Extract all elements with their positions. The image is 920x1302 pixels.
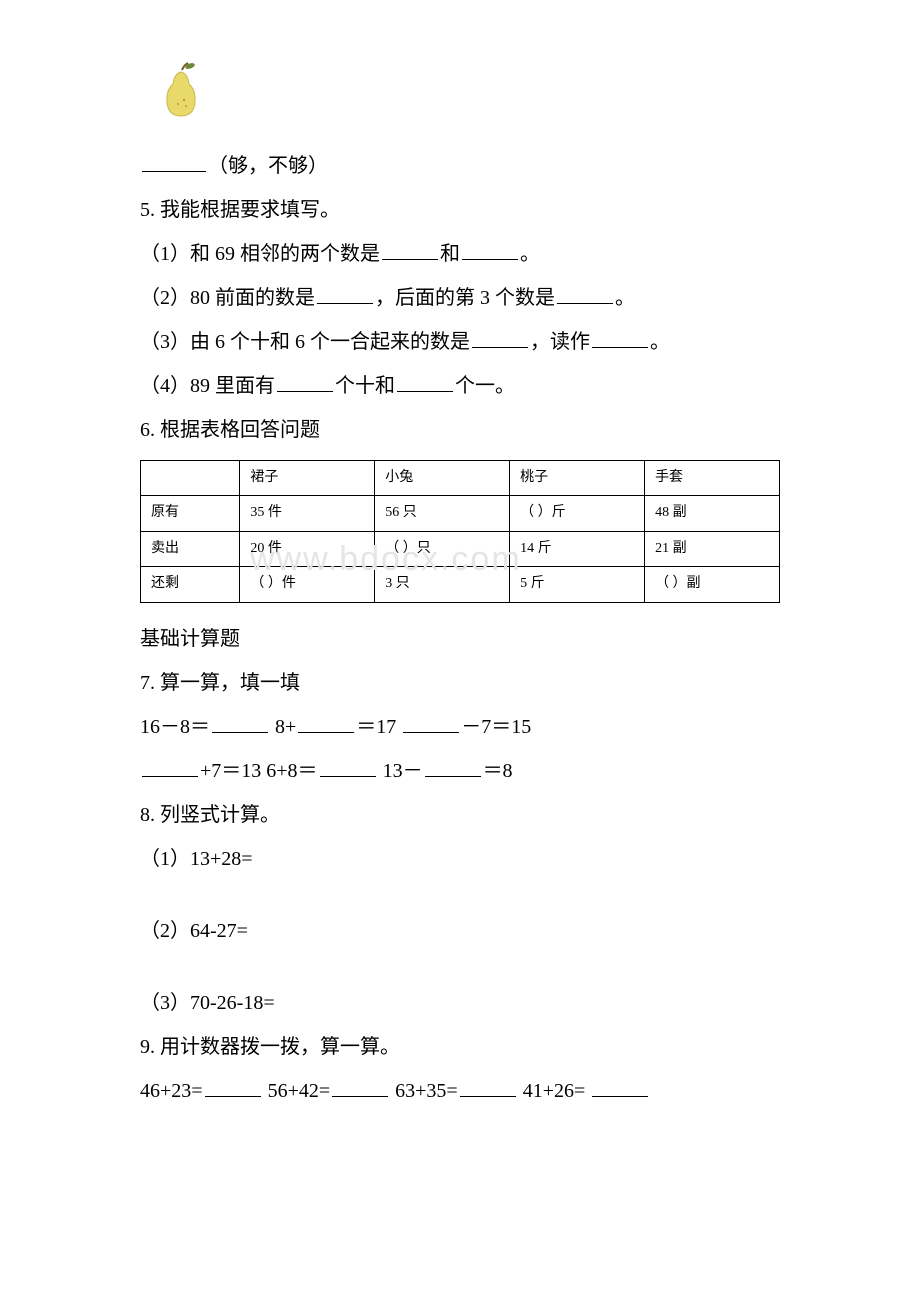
q5-l3-blank1 <box>472 327 528 348</box>
q7-l1a: 16－8＝ <box>140 716 210 738</box>
q7-l2-blank3 <box>425 756 481 777</box>
q8-p3: （3）70-26-18= <box>140 981 780 1025</box>
table-row: 卖出 20 件 （ ）只 14 斤 21 副 <box>141 531 780 566</box>
q5-title: 5. 我能根据要求填写。 <box>140 188 780 232</box>
q5-l3b: ，读作 <box>530 331 590 353</box>
table-row: 原有 35 件 56 只 （ ）斤 48 副 <box>141 496 780 531</box>
table-cell <box>141 461 240 496</box>
q5-l1c: 。 <box>520 243 540 265</box>
q5-line4: （4）89 里面有 个十和 个一。 <box>140 364 780 408</box>
q5-l1b: 和 <box>440 243 460 265</box>
q5-l1-blank2 <box>462 239 518 260</box>
table-cell: 卖出 <box>141 531 240 566</box>
q5-line3: （3）由 6 个十和 6 个一合起来的数是 ，读作 。 <box>140 320 780 364</box>
q5-l1-blank1 <box>382 239 438 260</box>
q5-l2c: 。 <box>615 287 635 309</box>
table-cell: 桃子 <box>510 461 645 496</box>
q7-l1b: 8+ <box>270 716 296 738</box>
q7-l1-blank2 <box>298 712 354 733</box>
q5-l2-blank2 <box>557 283 613 304</box>
q7-l2a: +7＝13 6+8＝ <box>200 760 318 782</box>
pear-image <box>160 60 780 136</box>
q5-l4b: 个十和 <box>335 375 395 397</box>
table-cell: 5 斤 <box>510 567 645 602</box>
q5-l2a: （2）80 前面的数是 <box>140 287 315 309</box>
q7-l1d: －7＝15 <box>461 716 531 738</box>
q6-table: 裙子 小兔 桃子 手套 原有 35 件 56 只 （ ）斤 48 副 卖出 20… <box>140 460 780 603</box>
q7-l1-blank3 <box>403 712 459 733</box>
q5-l4-blank1 <box>277 371 333 392</box>
q7-l2b: 13－ <box>378 760 423 782</box>
table-cell: （ ）只 <box>375 531 510 566</box>
q5-l1a: （1）和 69 相邻的两个数是 <box>140 243 380 265</box>
q5-l4c: 个一。 <box>455 375 515 397</box>
q4-suffix: （够，不够） <box>208 155 328 177</box>
q9-blank3 <box>460 1076 516 1097</box>
q9-d: 41+26= <box>518 1080 591 1102</box>
q8-p1: （1）13+28= <box>140 837 780 881</box>
q7-line1: 16－8＝ 8+ ＝17 －7＝15 <box>140 705 780 749</box>
table-cell: 48 副 <box>645 496 780 531</box>
q7-l2-blank1 <box>142 756 198 777</box>
table-cell: 21 副 <box>645 531 780 566</box>
q7-l2c: ＝8 <box>483 760 513 782</box>
q9-b: 56+42= <box>263 1080 331 1102</box>
q7-l1-blank1 <box>212 712 268 733</box>
q8-gap2 <box>140 953 780 981</box>
table-cell: 56 只 <box>375 496 510 531</box>
q5-line1: （1）和 69 相邻的两个数是 和 。 <box>140 232 780 276</box>
table-cell: 手套 <box>645 461 780 496</box>
q9-c: 63+35= <box>390 1080 458 1102</box>
q9-blank2 <box>332 1076 388 1097</box>
q4-suffix-line: （够，不够） <box>140 144 780 188</box>
table-cell: 3 只 <box>375 567 510 602</box>
table-cell: 小兔 <box>375 461 510 496</box>
q5-l2-blank1 <box>317 283 373 304</box>
table-cell: 还剩 <box>141 567 240 602</box>
q9-title: 9. 用计数器拨一拨，算一算。 <box>140 1025 780 1069</box>
q4-blank <box>142 151 206 172</box>
table-row: 还剩 （ ）件 3 只 5 斤 （ ）副 <box>141 567 780 602</box>
q5-line2: （2）80 前面的数是 ，后面的第 3 个数是 。 <box>140 276 780 320</box>
q5-l3c: 。 <box>650 331 670 353</box>
table-row: 裙子 小兔 桃子 手套 <box>141 461 780 496</box>
q7-line2: +7＝13 6+8＝ 13－ ＝8 <box>140 749 780 793</box>
table-cell: （ ）件 <box>240 567 375 602</box>
table-cell: （ ）副 <box>645 567 780 602</box>
q5-l4-blank2 <box>397 371 453 392</box>
table-cell: （ ）斤 <box>510 496 645 531</box>
q8-p2: （2）64-27= <box>140 909 780 953</box>
q9-blank1 <box>205 1076 261 1097</box>
table-cell: 裙子 <box>240 461 375 496</box>
q6-title: 6. 根据表格回答问题 <box>140 408 780 452</box>
q9-blank4 <box>592 1076 648 1097</box>
q7-title: 7. 算一算，填一填 <box>140 661 780 705</box>
table-cell: 14 斤 <box>510 531 645 566</box>
table-cell: 20 件 <box>240 531 375 566</box>
table-cell: 35 件 <box>240 496 375 531</box>
q9-a: 46+23= <box>140 1080 203 1102</box>
q5-l2b: ，后面的第 3 个数是 <box>375 287 555 309</box>
q8-title: 8. 列竖式计算。 <box>140 793 780 837</box>
q5-l3a: （3）由 6 个十和 6 个一合起来的数是 <box>140 331 470 353</box>
section-calc: 基础计算题 <box>140 617 780 661</box>
q5-l3-blank2 <box>592 327 648 348</box>
table-cell: 原有 <box>141 496 240 531</box>
q7-l2-blank2 <box>320 756 376 777</box>
q6-table-wrap: 裙子 小兔 桃子 手套 原有 35 件 56 只 （ ）斤 48 副 卖出 20… <box>140 460 780 603</box>
q8-gap1 <box>140 881 780 909</box>
q5-l4a: （4）89 里面有 <box>140 375 275 397</box>
q7-l1c: ＝17 <box>356 716 401 738</box>
q9-line: 46+23= 56+42= 63+35= 41+26= <box>140 1069 780 1113</box>
